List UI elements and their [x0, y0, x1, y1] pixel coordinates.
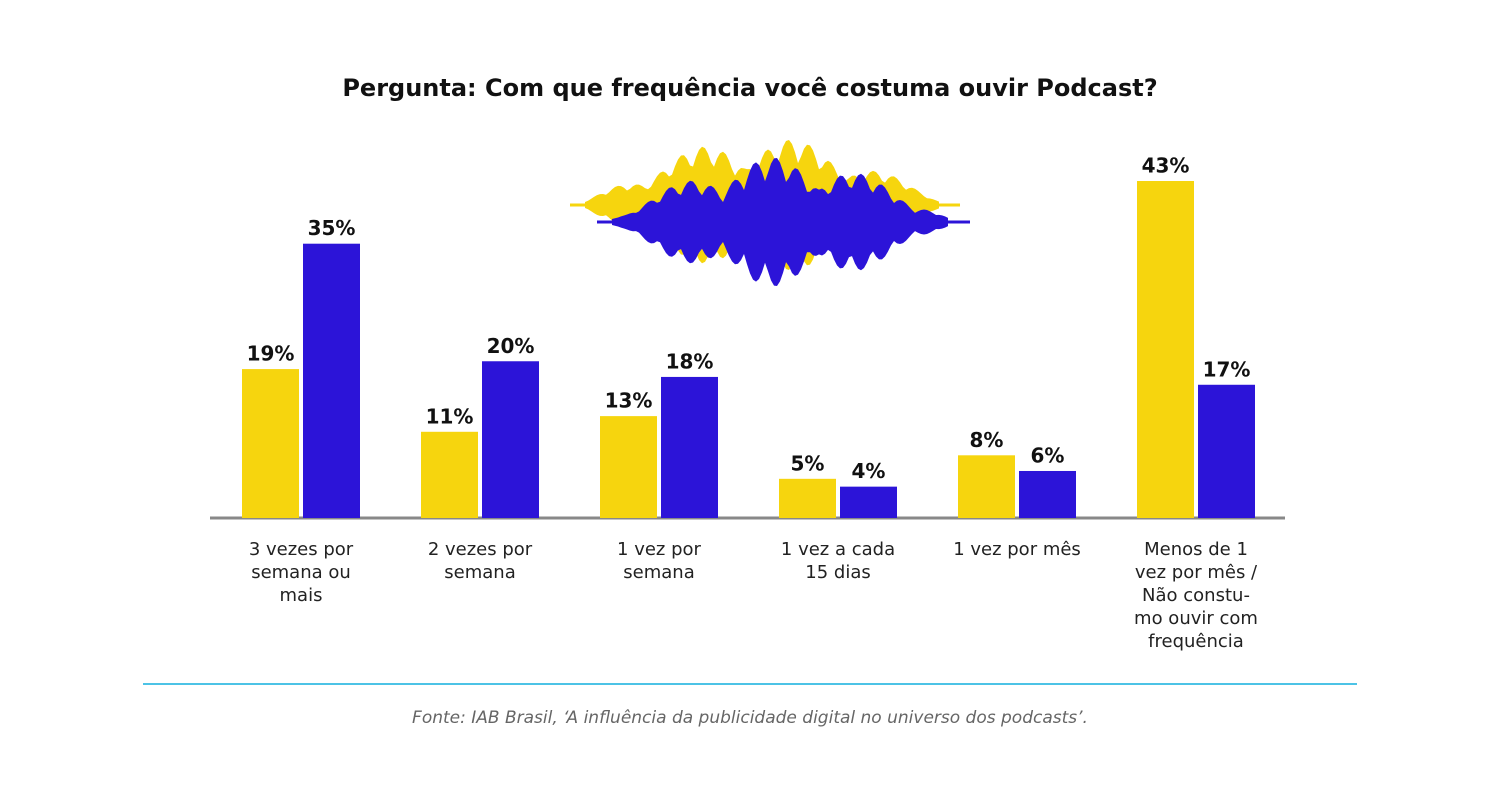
value-label: 11%: [426, 404, 474, 428]
bar: [242, 369, 299, 518]
x-tick-label: 1 vez a cada 15 dias: [780, 539, 896, 583]
value-label: 35%: [308, 216, 356, 240]
bar: [958, 455, 1015, 518]
value-label: 17%: [1203, 357, 1251, 381]
x-tick-label: 3 vezes por semana ou mais: [248, 539, 354, 606]
value-label: 43%: [1142, 154, 1190, 178]
x-tick-label: 1 vez por semana: [617, 539, 701, 583]
bar: [779, 478, 836, 518]
bar: [1019, 470, 1076, 518]
value-label: 4%: [852, 459, 886, 483]
waveform: [570, 139, 970, 286]
source: Fonte: IAB Brasil, ‘A influência da publ…: [412, 708, 1088, 728]
value-label: 20%: [487, 334, 535, 358]
value-label: 8%: [970, 428, 1004, 452]
bar: [840, 486, 897, 518]
value-label: 5%: [791, 451, 825, 475]
bar: [1137, 181, 1194, 518]
x-tick-label: 2 vezes por semana: [427, 539, 533, 583]
x-tick-label: 1 vez por mês: [953, 539, 1081, 560]
chart-title: Pergunta: Com que frequência você costum…: [342, 74, 1157, 102]
bar: [482, 361, 539, 518]
value-label: 13%: [605, 389, 653, 413]
bar: [303, 243, 360, 518]
value-label: 6%: [1031, 443, 1065, 467]
x-tick-label: Menos de 1 vez por mês / Não constu- mo …: [1134, 539, 1258, 652]
bar: [421, 431, 478, 518]
bar: [661, 376, 718, 518]
value-label: 19%: [247, 342, 295, 366]
value-label: 18%: [666, 349, 714, 373]
bar: [600, 416, 657, 518]
bar: [1198, 384, 1255, 518]
